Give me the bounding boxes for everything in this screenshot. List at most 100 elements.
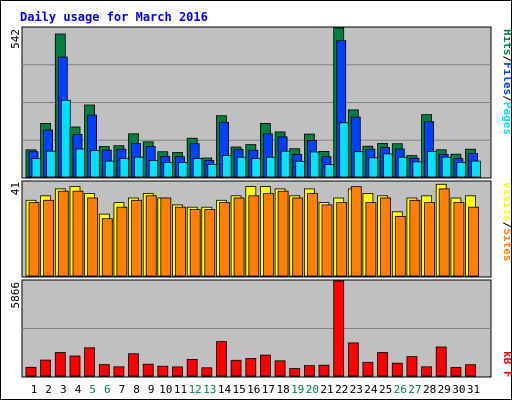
kb-f-bar (333, 280, 345, 377)
x-tick-label: 7 (119, 383, 126, 396)
kb-f-bar (157, 365, 169, 377)
pages-bar (90, 150, 100, 178)
kb-f-bar (435, 346, 447, 377)
x-tick-label: 1 (31, 383, 38, 396)
sites-bar (380, 197, 392, 277)
legend-hits-files-pages: Hits/Files/Pages (501, 29, 511, 135)
x-tick-label: 25 (379, 383, 392, 396)
kb-f-bar (54, 352, 66, 377)
kb-f-bar (391, 362, 403, 377)
sites-bar (409, 199, 421, 277)
pages-bar (295, 160, 306, 178)
x-tick-label: 16 (247, 383, 260, 396)
pages-bar (222, 155, 232, 178)
x-tick-label: 13 (203, 383, 216, 396)
x-tick-label: 21 (320, 383, 333, 396)
ymax-label-hits: 542 (9, 29, 22, 49)
kb-f-bar (113, 366, 125, 377)
kb-f-bar (421, 366, 433, 377)
legend-visits-sites: Visits/Sites (501, 182, 511, 262)
ymax-label-kbytes: 5866 (9, 282, 22, 309)
pages-bar (353, 151, 364, 178)
legend-sep-2: / (501, 95, 511, 102)
pages-bar (236, 156, 247, 178)
sites-bar (394, 215, 406, 277)
kb-f-bar (128, 353, 139, 377)
pages-bar (471, 160, 481, 178)
legend-sep-3: / (501, 222, 511, 229)
pages-bar (383, 153, 394, 178)
kb-f-bar (201, 367, 213, 377)
legend-sites: Sites (501, 228, 511, 261)
pages-bar (441, 156, 452, 178)
pages-bar (265, 156, 276, 178)
sites-bar (145, 195, 157, 277)
kb-f-bar (465, 364, 476, 377)
sites-bar (28, 202, 40, 277)
pages-bar (207, 163, 218, 178)
x-tick-label: 29 (438, 383, 451, 396)
pages-bar (456, 161, 467, 178)
x-tick-label: 31 (467, 383, 480, 396)
pages-bar (31, 158, 42, 178)
kb-f-bar (98, 364, 110, 377)
sites-bar (248, 195, 260, 277)
chart-title: Daily usage for March 2016 (20, 10, 208, 24)
legend-visits: Visits (501, 182, 511, 222)
sites-bar (175, 206, 186, 277)
x-tick-label: 11 (174, 383, 187, 396)
pages-bar (163, 161, 174, 178)
x-tick-label: 27 (408, 383, 421, 396)
sites-bar (321, 204, 333, 277)
kb-f-bar (216, 341, 227, 377)
sites-bar (424, 202, 436, 277)
pages-bar (251, 158, 262, 178)
x-axis-labels: 1 2 3 4 5 6 7 8 9 10 11 12 13 14 15 16 17 18 19 20 21 22 23 24 2… (31, 383, 480, 396)
kb-f-bar (245, 358, 257, 377)
x-tick-label: 19 (291, 383, 304, 396)
pages-bar (368, 157, 379, 178)
pages-bar (178, 161, 188, 178)
ymax-label-visits: 41 (9, 182, 22, 195)
legend-files: Files (501, 62, 511, 95)
pages-bar (46, 150, 56, 178)
pages-bar (397, 156, 408, 178)
kb-f-bar (230, 359, 242, 377)
pages-bar (119, 158, 130, 178)
sites-bar (160, 197, 172, 277)
sites-bar (306, 193, 318, 277)
x-tick-label: 2 (45, 383, 52, 396)
legend-sep-1: / (501, 56, 511, 63)
x-tick-label: 6 (104, 383, 111, 396)
x-tick-label: 26 (394, 383, 407, 396)
pages-bar (134, 156, 145, 178)
pages-bar (412, 161, 423, 178)
sites-bar (101, 218, 113, 277)
grid-lines (22, 64, 491, 329)
sites-bar (87, 197, 98, 277)
sites-bar (365, 202, 377, 277)
kb-f-bar (40, 359, 51, 377)
sites-bar (336, 202, 348, 277)
sites-bar (350, 186, 362, 277)
kb-f-bar (303, 365, 315, 377)
x-tick-label: 4 (75, 383, 82, 396)
kb-f-bar (274, 360, 286, 377)
sites-bar (204, 209, 216, 277)
legend-pages: Pages (501, 102, 511, 135)
x-tick-label: 24 (364, 383, 378, 396)
x-tick-label: 5 (89, 383, 96, 396)
x-tick-label: 17 (262, 383, 275, 396)
kb-f-bar (318, 364, 330, 377)
sites-bar (233, 197, 245, 277)
pages-bar (148, 160, 159, 178)
pages-bar (427, 150, 438, 178)
kb-f-bar (84, 347, 95, 377)
kb-f-bar (186, 358, 198, 377)
sites-bar (72, 190, 84, 277)
sites-bar (189, 209, 201, 277)
pages-bar (324, 164, 335, 178)
sites-bar (262, 193, 274, 277)
x-tick-label: 14 (218, 383, 232, 396)
